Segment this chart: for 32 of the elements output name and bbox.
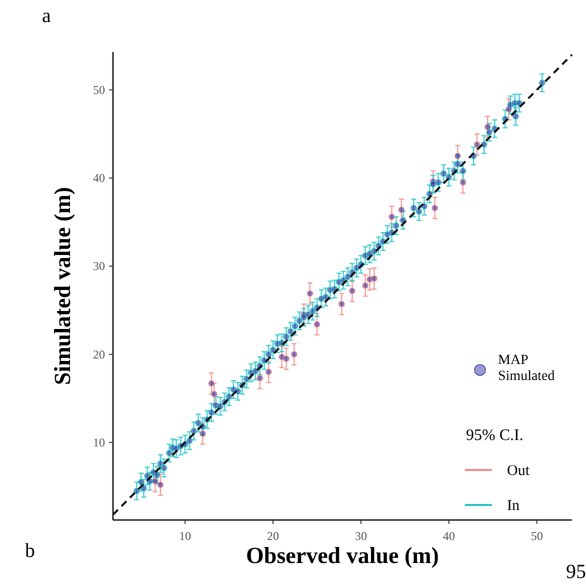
y-tick-label: 30 [93,259,105,274]
legend-label: In [507,498,520,514]
text: a [42,5,51,27]
point [283,356,290,362]
y-tick-label: 20 [93,347,105,362]
point [348,288,356,294]
text: b [25,540,35,562]
point [306,290,314,297]
x-tick-label: 50 [530,529,543,543]
legend-title: 95% C.I. [466,427,524,444]
y-tick-label: 40 [93,171,105,186]
point [432,204,438,212]
x-axis-title: Observed value (m) [246,543,439,568]
y-axis-title: Simulated value (m) [50,186,75,386]
legend-label: Out [507,463,530,479]
point [338,300,345,308]
point [265,368,272,376]
x-tick-label: 40 [442,529,455,543]
point [362,282,369,289]
text: 95 [566,561,586,583]
y-tick-label: 10 [93,435,105,450]
y-tick-label: 50 [93,82,105,97]
x-tick-label: 30 [354,529,367,543]
point [314,321,320,328]
point [474,141,480,148]
x-tick-label: 20 [267,529,280,543]
x-tick-label: 10 [179,529,192,543]
annotation: MAP Simulated [498,353,555,384]
point [157,482,164,488]
point [370,275,378,282]
point [388,214,395,220]
point [290,351,298,358]
